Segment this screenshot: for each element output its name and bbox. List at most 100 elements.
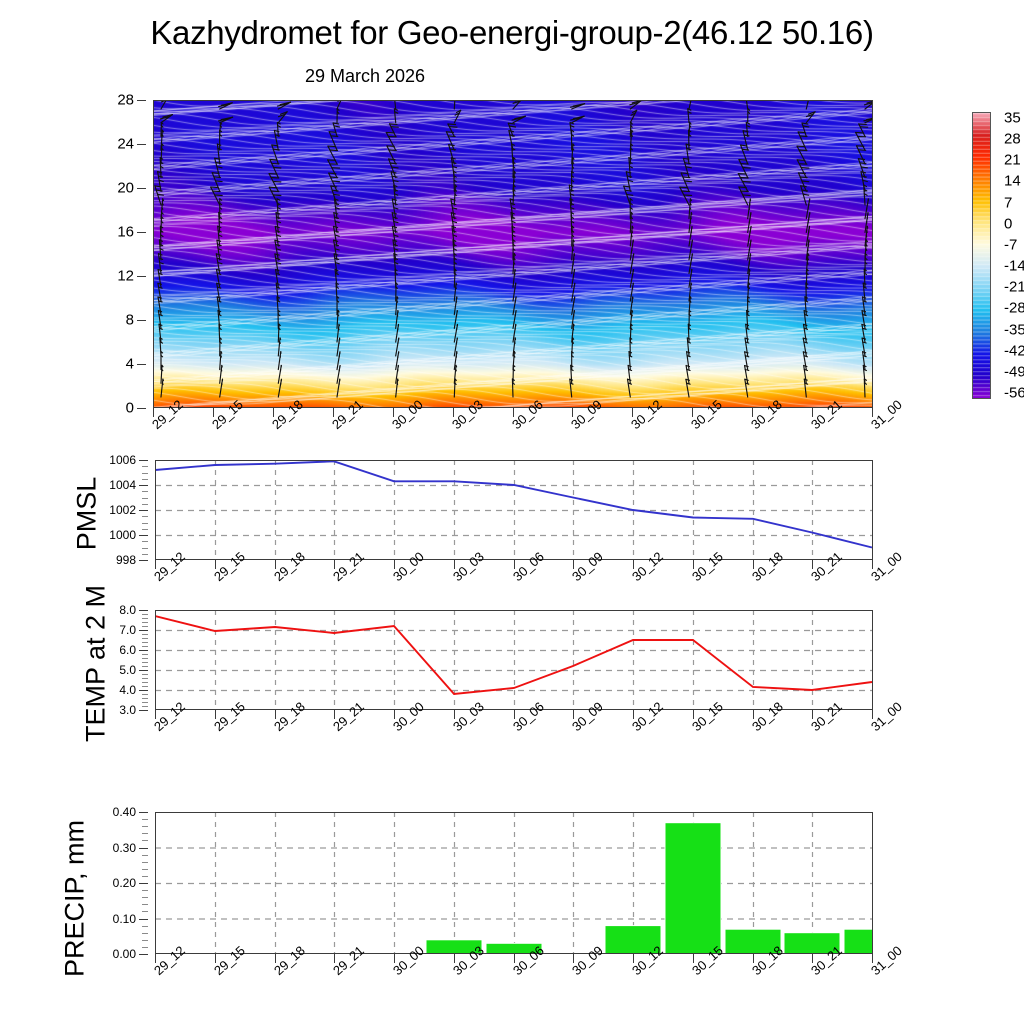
wind-barb-flag [275, 272, 281, 276]
x-tick-mark [812, 954, 813, 963]
wind-barb-flag [625, 171, 632, 174]
y-tick-mark [137, 144, 146, 145]
wind-barb-flag [508, 130, 515, 133]
wind-barb-flag [217, 309, 222, 313]
wind-barb-flag [275, 268, 280, 272]
wind-barb-staff [277, 323, 280, 343]
wind-barb-flag [686, 147, 692, 151]
wind-barb-flag [155, 189, 163, 192]
wind-barb-staff [154, 185, 162, 206]
wind-barb-staff [629, 269, 635, 288]
wind-barb-flag [451, 161, 457, 164]
wind-barb-staff [685, 143, 690, 165]
wind-barb-flag [680, 172, 689, 175]
wind-barb-staff [275, 282, 279, 302]
wind-barb-flag [571, 229, 575, 233]
wind-barb-flag [863, 188, 868, 192]
y-tick-mark [139, 510, 148, 511]
wind-barb-flag [797, 131, 806, 134]
y-tick-label: 3.0 [119, 703, 136, 717]
y-minor-tick [142, 497, 148, 499]
wind-barb-flag [277, 113, 286, 118]
wind-barb-flag [451, 225, 457, 229]
wind-barb-flag [217, 300, 222, 303]
wind-barb-staff [447, 123, 455, 137]
y-tick-label: 8 [125, 311, 134, 329]
wind-barb-flag [158, 327, 163, 330]
wind-barb-staff [336, 337, 341, 357]
x-tick-mark [573, 954, 574, 963]
wind-barb-staff [333, 212, 338, 233]
wind-barb-flag [453, 248, 457, 251]
wind-barb-flag [571, 175, 575, 178]
wind-barb-flag [277, 206, 281, 210]
y-minor-tick [142, 833, 148, 835]
y-minor-tick [142, 666, 148, 667]
wind-barb-flag [738, 186, 747, 189]
wind-barb-staff [629, 143, 632, 165]
x-tick-mark [872, 408, 873, 417]
wind-barb-flag [332, 193, 340, 196]
wind-barb-flag [218, 211, 222, 215]
wind-barb-flag [333, 239, 339, 242]
wind-barb-flag [158, 257, 164, 260]
y-minor-tick [142, 702, 148, 703]
y-minor-tick [142, 819, 148, 821]
wind-barb-flag [275, 212, 281, 215]
wind-barb-flag [627, 382, 633, 385]
y-tick-mark [137, 276, 146, 277]
wind-barb-flag [687, 129, 692, 133]
wind-barb-staff [395, 310, 399, 329]
wind-barb-flag [626, 193, 634, 196]
colorbar-tick-label: -49 [1004, 363, 1024, 381]
wind-barb-flag [219, 341, 222, 344]
wind-barb-staff [688, 268, 693, 288]
wind-barb-flag [512, 165, 516, 169]
wind-barb-flag [161, 143, 164, 147]
wind-barb-flag [510, 207, 516, 210]
x-tick-mark [693, 560, 694, 569]
wind-barb-flag [332, 122, 340, 125]
x-tick-label: 31_00 [868, 548, 905, 585]
wind-barb-flag [451, 230, 457, 233]
wind-barb-flag [570, 220, 575, 224]
wind-barb-flag [336, 296, 340, 299]
wind-barb-flag [333, 212, 339, 215]
wind-barb-flag [161, 147, 164, 151]
wind-barb-flag [512, 239, 516, 242]
wind-barb-flag [800, 167, 810, 169]
wind-barb-staff [453, 109, 462, 124]
wind-barb-flag [275, 230, 281, 233]
y-tick-mark [139, 883, 148, 884]
wind-barb-flag [511, 147, 516, 151]
wind-barb-flag [802, 193, 810, 196]
wind-barb-flag [682, 157, 690, 160]
wind-barb-staff [218, 211, 221, 233]
wind-barb-flag [279, 101, 292, 106]
wind-barb-staff [453, 323, 459, 343]
wind-barb-flag [570, 216, 575, 219]
wind-barb-flag [806, 268, 809, 272]
temp-2m-line-series [155, 610, 873, 710]
y-minor-tick [142, 694, 148, 695]
wind-barb-flag [391, 212, 397, 215]
wind-barb-flag [687, 111, 692, 114]
wind-barb-flag [157, 175, 164, 178]
wind-barb-flag [159, 115, 171, 120]
wind-barb-staff [330, 185, 338, 206]
wind-barb-flag [569, 198, 574, 201]
wind-barb-flag [268, 173, 278, 175]
wind-barb-flag [215, 253, 221, 256]
wind-barb-staff [687, 323, 690, 343]
wind-barb-staff [571, 282, 576, 302]
wind-barb-flag [513, 355, 516, 358]
wind-barb-flag [863, 368, 867, 372]
wind-barb-flag [801, 180, 810, 183]
colorbar-tick-label: -21 [1004, 278, 1024, 296]
wind-barb-flag [388, 149, 397, 151]
wind-barb-flag [337, 309, 340, 313]
wind-barb-flag [217, 313, 222, 317]
wind-barb-flag [862, 364, 867, 368]
wind-barb-flag [161, 202, 164, 206]
